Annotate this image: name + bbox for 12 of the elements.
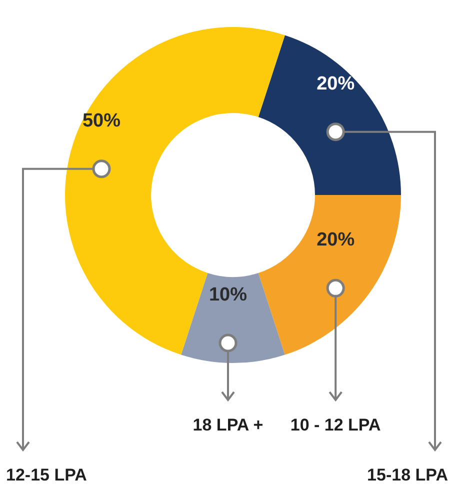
donut-slice [65, 27, 285, 355]
donut-slice [258, 195, 401, 355]
data-label: 20% [316, 230, 355, 251]
data-label: 50% [82, 110, 121, 132]
data-label: 10% [208, 284, 248, 306]
data-label: 20% [316, 73, 355, 94]
donut-slice [258, 35, 401, 195]
donut-slice [181, 272, 285, 363]
slice-label: 18 LPA + [192, 416, 264, 434]
slice-label: 15-18 LPA [367, 466, 448, 484]
slice-label: 10 - 12 LPA [290, 416, 381, 434]
slice-label: 12-15 LPA [6, 466, 87, 484]
